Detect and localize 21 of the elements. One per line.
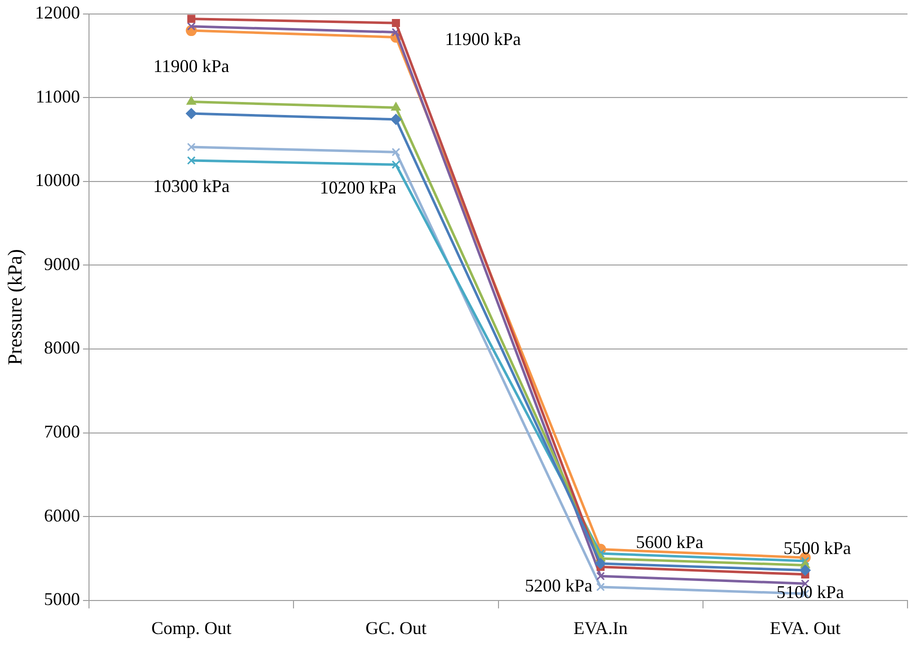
x-tick-label: Comp. Out (151, 618, 232, 638)
y-tick-label: 7000 (44, 422, 80, 442)
annotation: 5200 kPa (524, 575, 592, 596)
annotation: 5500 kPa (783, 538, 851, 558)
annotation: 11900 kPa (153, 56, 230, 76)
annotation: 11900 kPa (445, 28, 521, 49)
y-tick-label: 8000 (44, 338, 80, 358)
x-tick-label: EVA.In (573, 618, 628, 638)
y-tick-label: 5000 (44, 589, 80, 610)
y-tick-label: 11000 (36, 86, 80, 106)
annotation: 10300 kPa (153, 176, 230, 196)
annotation: 5600 kPa (636, 532, 704, 552)
y-tick-label: 6000 (44, 505, 80, 526)
x-tick-label: EVA. Out (770, 618, 841, 638)
annotation: 10200 kPa (320, 177, 396, 198)
annotation: 5100 kPa (776, 582, 844, 602)
y-tick-label: 12000 (35, 2, 80, 23)
y-tick-label: 9000 (44, 254, 80, 274)
x-tick-label: GC. Out (365, 618, 426, 638)
y-axis-title: Pressure (kPa) (4, 249, 26, 366)
y-tick-label: 10000 (35, 170, 80, 190)
